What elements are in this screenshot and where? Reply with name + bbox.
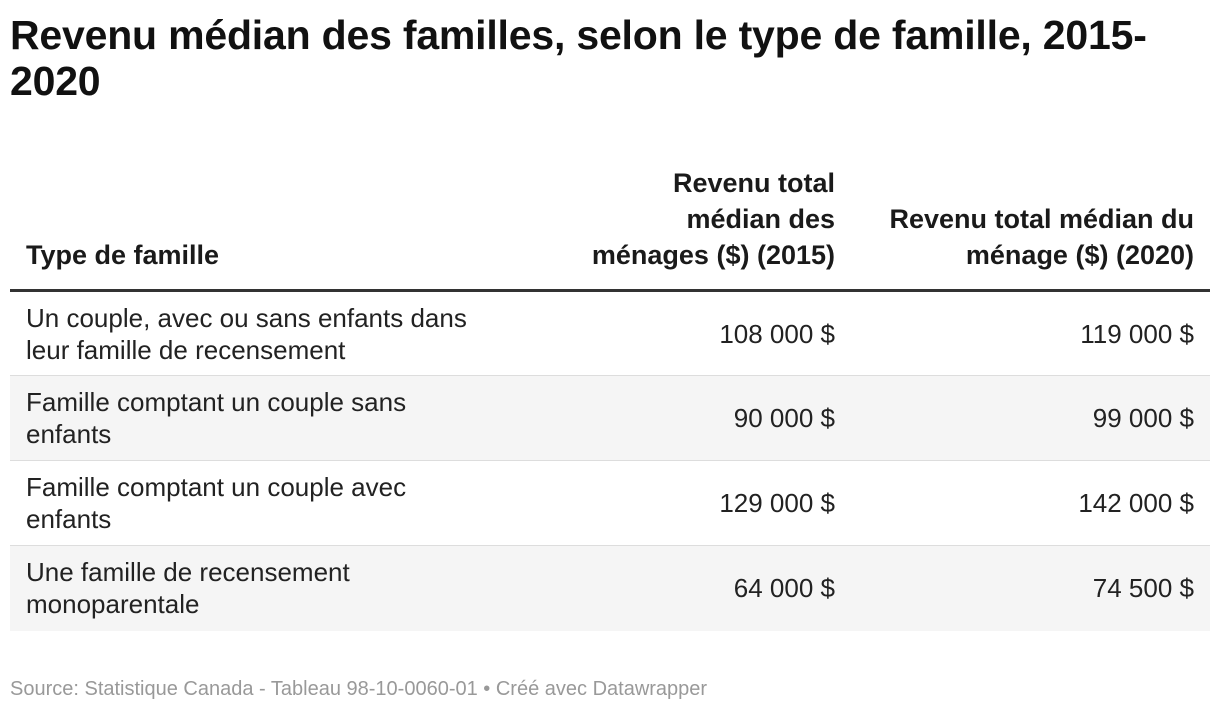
cell-income-2020: 74 500 $ (851, 545, 1210, 631)
datawrapper-credit-link[interactable]: Créé avec Datawrapper (495, 678, 708, 700)
chart-title: Revenu médian des familles, selon le typ… (10, 12, 1147, 104)
table-row: Un couple, avec ou sans enfants dans leu… (10, 290, 1210, 376)
source-footer: Source: Statistique Canada - Tableau 98-… (10, 677, 707, 701)
table-header-row: Type de famille Revenu total médian des … (10, 165, 1210, 292)
cell-income-2015: 64 000 $ (590, 545, 851, 631)
column-header-family-type[interactable]: Type de famille (10, 165, 590, 292)
column-header-income-2015[interactable]: Revenu total médian des ménages ($) (201… (590, 165, 851, 292)
table-row: Famille comptant un couple sans enfants … (10, 375, 1210, 461)
row-label: Famille comptant un couple avec enfants (10, 460, 590, 546)
cell-income-2020: 142 000 $ (851, 460, 1210, 546)
cell-income-2015: 129 000 $ (590, 460, 851, 546)
column-header-income-2020[interactable]: Revenu total médian du ménage ($) (2020) (851, 165, 1210, 292)
source-text: Source: Statistique Canada - Tableau 98-… (10, 678, 478, 700)
chart-container: Revenu médian des familles, selon le typ… (10, 12, 1210, 631)
data-table: Type de famille Revenu total médian des … (10, 165, 1210, 631)
table-row: Une famille de recensement monoparentale… (10, 545, 1210, 631)
cell-income-2015: 90 000 $ (590, 375, 851, 461)
footer-separator: • (477, 678, 496, 700)
cell-income-2020: 99 000 $ (851, 375, 1210, 461)
row-label: Famille comptant un couple sans enfants (10, 375, 590, 461)
table-row: Famille comptant un couple avec enfants … (10, 460, 1210, 546)
cell-income-2020: 119 000 $ (851, 290, 1210, 376)
cell-income-2015: 108 000 $ (590, 290, 851, 376)
row-label: Une famille de recensement monoparentale (10, 545, 590, 631)
row-label: Un couple, avec ou sans enfants dans leu… (10, 290, 590, 376)
